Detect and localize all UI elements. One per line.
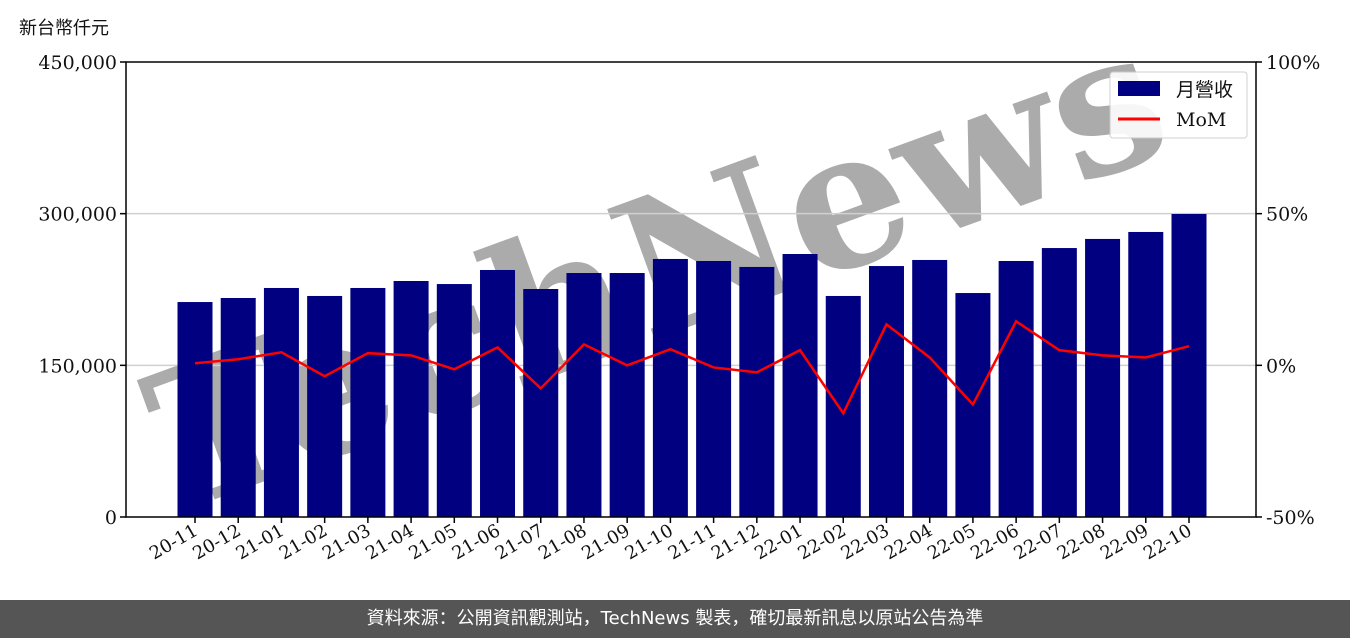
- y-axis-unit-label: 新台幣仟元: [19, 18, 109, 39]
- x-tick-label: 22-04: [881, 520, 936, 564]
- right-tick-label: 0%: [1266, 355, 1296, 377]
- legend-label-mom: MoM: [1176, 109, 1226, 131]
- x-tick-label: 21-10: [621, 520, 676, 564]
- bar-22-10: [1171, 213, 1207, 517]
- bar-22-03: [868, 266, 904, 517]
- bar-21-08: [566, 273, 602, 517]
- left-tick-label: 300,000: [38, 204, 117, 226]
- x-tick-label: 22-10: [1140, 520, 1195, 564]
- bar-22-06: [998, 260, 1034, 517]
- left-tick-label: 0: [105, 507, 117, 529]
- x-tick-label: 21-05: [405, 520, 460, 564]
- right-tick-label: 50%: [1266, 204, 1308, 226]
- x-tick-label: 21-06: [449, 520, 504, 564]
- legend: 月營收 MoM: [1109, 71, 1248, 139]
- x-tick-label: 22-08: [1054, 520, 1109, 564]
- legend-label-revenue: 月營收: [1176, 79, 1233, 101]
- x-tick-label: 22-09: [1097, 520, 1152, 564]
- x-tick-label: 21-07: [492, 520, 547, 564]
- bar-21-02: [307, 295, 343, 517]
- x-tick-label: 22-05: [924, 520, 979, 564]
- bar-21-07: [523, 288, 559, 517]
- x-tick-label: 22-07: [1010, 520, 1065, 564]
- x-tick-label: 21-12: [708, 520, 763, 564]
- left-tick-label: 150,000: [38, 355, 117, 377]
- x-tick-label: 21-04: [362, 520, 417, 564]
- left-tick-label: 450,000: [38, 52, 117, 74]
- bar-20-11: [177, 302, 213, 517]
- bar-21-05: [436, 284, 472, 517]
- bar-21-03: [350, 287, 386, 517]
- x-tick-label: 21-09: [578, 520, 633, 564]
- source-footer: 資料來源：公開資訊觀測站，TechNews 製表，確切最新訊息以原站公告為準: [0, 600, 1350, 638]
- x-tick-label: 21-02: [276, 520, 331, 564]
- bar-22-04: [912, 259, 948, 517]
- right-tick-label: 100%: [1266, 52, 1320, 74]
- revenue-chart: TechNews0150,000300,000450,000-50%0%50%1…: [38, 0, 1320, 564]
- x-tick-label: 22-06: [967, 520, 1022, 564]
- bar-21-04: [393, 281, 429, 517]
- bar-22-01: [782, 254, 818, 517]
- bar-22-08: [1085, 238, 1121, 517]
- bar-22-09: [1128, 231, 1164, 517]
- legend-swatch-bar: [1118, 81, 1160, 96]
- x-tick-label: 22-03: [838, 520, 893, 564]
- bar-21-10: [652, 258, 688, 517]
- right-tick-label: -50%: [1266, 507, 1315, 529]
- bar-21-01: [263, 287, 299, 517]
- x-tick-label: 22-01: [751, 520, 806, 564]
- bar-22-02: [825, 295, 861, 517]
- x-tick-label: 21-08: [535, 520, 590, 564]
- bar-21-09: [609, 273, 645, 517]
- bar-21-12: [739, 266, 775, 517]
- plot-frame: [125, 61, 1257, 518]
- x-tick-label: 21-03: [319, 520, 374, 564]
- x-tick-label: 21-11: [665, 520, 720, 564]
- bar-22-07: [1041, 248, 1077, 518]
- mom-line: [194, 319, 1190, 416]
- x-tick-label: 20-11: [146, 520, 201, 564]
- x-tick-label: 22-02: [794, 520, 849, 564]
- bar-20-12: [220, 297, 256, 517]
- bar-21-06: [480, 269, 516, 517]
- bar-21-11: [696, 260, 732, 517]
